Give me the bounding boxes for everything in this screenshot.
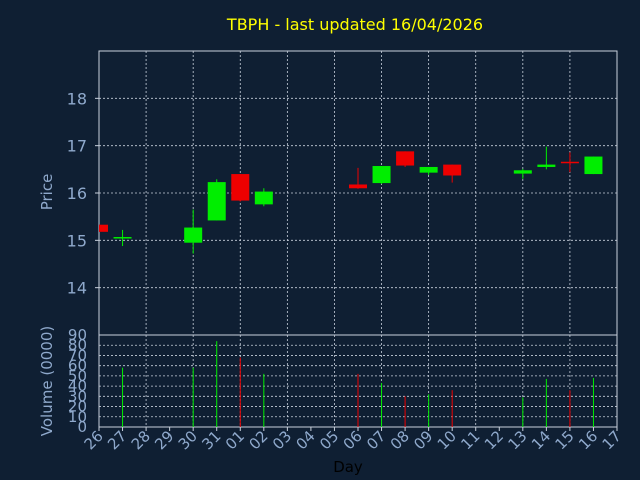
x-tick-label: 09 [410,427,436,453]
x-tick-label: 13 [504,427,530,453]
price-tick-label: 16 [67,184,87,203]
candle-body [537,164,556,167]
x-tick-label: 17 [599,427,625,453]
x-tick-label: 01 [222,427,248,453]
volume-tick-label: 80 [68,336,87,354]
price-tick-label: 15 [67,231,87,250]
candle-body [443,164,462,176]
candle-body [513,170,532,174]
volume-tick-label: 10 [68,408,87,426]
x-tick-label: 16 [575,427,601,453]
x-tick-label: 04 [293,427,319,453]
x-tick-label: 03 [269,427,295,453]
price-panel: 14 15 16 17 18 [67,50,618,336]
candle-body [584,156,603,175]
candle-body [207,182,226,221]
x-tick-label: 05 [316,427,342,453]
candle-body [396,151,415,166]
x-tick-label: 02 [245,427,271,453]
chart-title: TBPH - last updated 16/04/2026 [226,15,483,34]
price-tick-label: 18 [67,89,87,108]
x-tick-label: 27 [104,427,130,453]
x-tick-label: 28 [128,427,154,453]
candle-body [231,174,250,201]
x-tick-label: 08 [387,427,413,453]
x-tick-label: 14 [528,427,554,453]
candle-body [560,161,579,164]
price-tick-label: 14 [67,279,87,298]
candles [99,146,603,254]
x-axis-ticks: 2627282930310102030405060708091011121314… [81,427,625,453]
volume-tick-label: 70 [68,346,87,364]
volume-tick-label: 90 [68,326,87,344]
volume-tick-label: 50 [68,367,87,385]
volume-axis-label: Volume (0000) [38,326,56,436]
volume-tick-label: 40 [68,377,87,395]
candle-body [254,191,273,205]
volume-tick-label: 20 [68,398,87,416]
volume-tick-label: 60 [68,357,87,375]
candle-body [419,166,438,173]
x-tick-label: 30 [175,427,201,453]
x-tick-label: 10 [434,427,460,453]
x-tick-label: 07 [363,427,389,453]
x-tick-label: 29 [151,427,177,453]
candle-body [372,166,391,184]
candle-body [349,184,367,189]
price-tick-label: 17 [67,137,87,156]
candle-body [184,227,203,243]
x-tick-label: 15 [552,427,578,453]
x-tick-label: 06 [340,427,366,453]
x-tick-label: 31 [198,427,224,453]
volume-tick-label: 30 [68,387,87,405]
candle-body [99,224,108,232]
x-axis-label: Day [333,458,363,476]
price-axis-label: Price [38,174,56,211]
x-tick-label: 12 [481,427,507,453]
volume-tick-label: 0 [77,418,87,436]
candle-body [113,237,132,239]
x-tick-label: 11 [457,427,483,453]
